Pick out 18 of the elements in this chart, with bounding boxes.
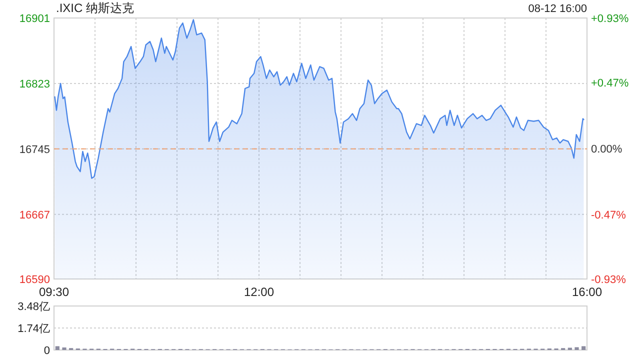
y-tick-label: 16901 — [19, 13, 50, 25]
y2-tick-label: +0.47% — [591, 78, 629, 90]
y-tick-label: 0 — [44, 345, 50, 357]
y-tick-label: 16745 — [19, 144, 50, 156]
y-tick-label: 16823 — [19, 78, 50, 90]
y-tick-label: 1.74亿 — [18, 323, 50, 335]
x-tick-label: 09:30 — [38, 285, 70, 299]
x-tick-label: 12:00 — [244, 285, 274, 299]
y-tick-label: 3.48亿 — [18, 301, 50, 313]
y2-tick-label: +0.93% — [591, 13, 629, 25]
text: 08-12 16:00 — [528, 3, 587, 15]
y-tick-label: 16667 — [19, 209, 50, 222]
y2-tick-label: 0.00% — [591, 144, 622, 156]
chart-title: .IXIC 纳斯达克 — [56, 1, 134, 15]
y-tick-label: 16590 — [19, 274, 50, 286]
x-tick-label: 16:00 — [572, 285, 602, 299]
y2-tick-label: -0.93% — [591, 274, 626, 286]
y2-tick-label: -0.47% — [591, 209, 626, 222]
